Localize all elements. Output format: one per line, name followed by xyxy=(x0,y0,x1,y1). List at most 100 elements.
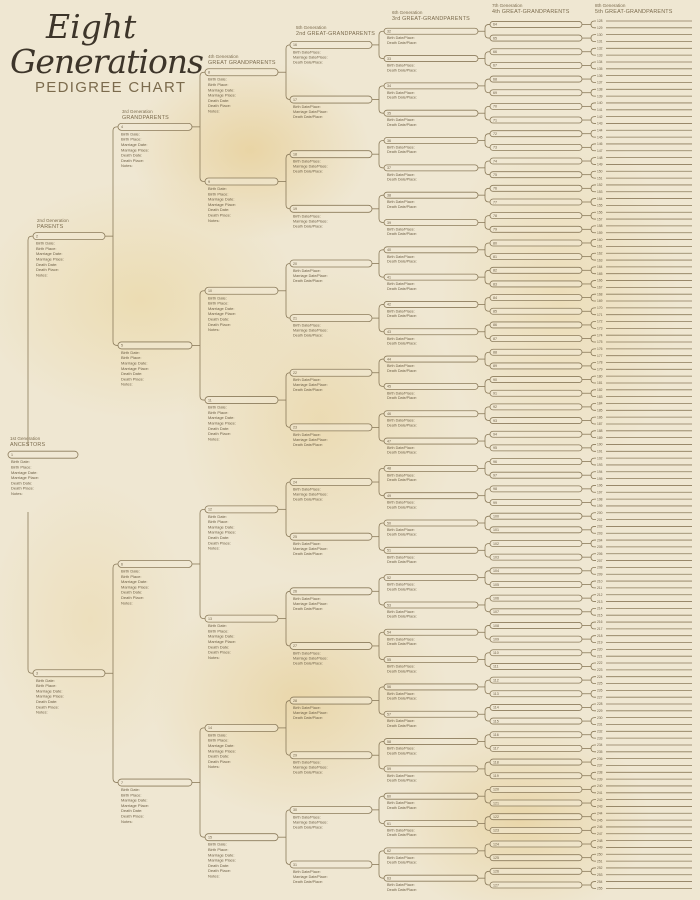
gen3-label: GRANDPARENTS xyxy=(122,115,169,121)
detail-label: Marriage Date: xyxy=(208,743,234,748)
bracket-line xyxy=(590,771,596,780)
ancestor-box-115 xyxy=(489,717,583,725)
box-number: 59 xyxy=(387,767,391,771)
detail-label: Birth Date/Place: xyxy=(387,637,415,641)
detail-label: Marriage Place: xyxy=(208,202,236,207)
bracket-line xyxy=(484,488,490,503)
box-number: 114 xyxy=(493,706,499,710)
ancestor-box-16 xyxy=(289,41,373,49)
ancestor-box-86 xyxy=(489,321,583,329)
detail-label: Death Date/Place: xyxy=(387,806,417,810)
box-number: 69 xyxy=(493,91,497,95)
detail-label: Marriage Place: xyxy=(121,803,149,808)
box-number: 124 xyxy=(493,842,499,846)
detail-label: Death Date/Place: xyxy=(387,478,417,482)
detail-label: Death Date: xyxy=(208,426,229,431)
gen2-header: 2nd Generation PARENTS xyxy=(37,218,69,230)
detail-label: Death Date/Place: xyxy=(387,96,417,100)
detail-label: Birth Date/Place: xyxy=(293,761,321,765)
box-number: 1 xyxy=(11,453,13,457)
gen8-number: 134 xyxy=(597,60,603,64)
detail-label: Death Place: xyxy=(121,814,144,819)
ancestor-box-82 xyxy=(489,266,583,274)
box-number: 89 xyxy=(493,364,497,368)
gen8-number: 211 xyxy=(597,586,602,590)
bracket-line xyxy=(590,826,596,835)
box-number: 28 xyxy=(293,699,297,703)
ancestor-box-105 xyxy=(489,581,583,588)
gen8-number: 224 xyxy=(597,675,603,679)
detail-label: Death Date: xyxy=(208,316,229,321)
detail-label: Birth Date/Place: xyxy=(387,528,415,532)
detail-label: Marriage Date/Place: xyxy=(293,766,328,770)
detail-label: Marriage Date/Place: xyxy=(293,547,328,551)
detail-label: Death Date: xyxy=(121,590,142,595)
detail-label: Birth Date: xyxy=(121,568,140,573)
box-number: 105 xyxy=(493,583,499,587)
box-number: 39 xyxy=(387,221,391,225)
detail-label: Marriage Place: xyxy=(208,639,236,644)
gen8-number: 207 xyxy=(597,559,603,563)
detail-label: Death Date: xyxy=(121,153,142,158)
detail-label: Birth Place: xyxy=(36,246,56,251)
detail-label: Death Date/Place: xyxy=(293,170,323,174)
ancestor-box-113 xyxy=(489,690,583,698)
box-number: 73 xyxy=(493,146,497,150)
ancestor-box-125 xyxy=(489,854,583,862)
bracket-line xyxy=(590,730,596,739)
detail-label: Notes: xyxy=(208,873,220,878)
detail-label: Marriage Date: xyxy=(11,470,37,475)
bracket-line xyxy=(378,686,384,715)
gen8-number: 144 xyxy=(597,128,603,132)
bracket-line xyxy=(590,293,596,302)
gen8-number: 166 xyxy=(597,279,603,283)
gen8-number: 132 xyxy=(597,47,603,51)
gen6-label: 3rd GREAT-GRANDPARENTS xyxy=(392,16,470,22)
gen3-ordinal: 3rd Generation xyxy=(122,109,153,114)
bracket-line xyxy=(590,703,596,712)
ancestor-box-70 xyxy=(489,102,583,110)
box-number: 6 xyxy=(121,562,123,566)
gen8-number: 155 xyxy=(597,204,603,208)
ancestor-box-104 xyxy=(489,567,583,575)
detail-label: Death Date/Place: xyxy=(387,260,417,264)
ancestor-box-31 xyxy=(289,860,373,869)
detail-label: Birth Date: xyxy=(36,241,55,246)
detail-label: Marriage Date: xyxy=(121,798,147,803)
gen8-number: 159 xyxy=(597,231,603,235)
detail-label: Birth Date/Place: xyxy=(293,433,321,437)
box-number: 13 xyxy=(208,617,212,621)
ancestor-box-77 xyxy=(489,198,583,206)
box-number: 2 xyxy=(36,234,38,238)
detail-label: Birth Date: xyxy=(208,842,227,847)
gen8-number: 200 xyxy=(597,511,603,515)
ancestor-box-90 xyxy=(489,376,583,383)
ancestor-box-42 xyxy=(383,301,479,308)
ancestor-box-112 xyxy=(489,676,583,684)
gen8-number: 204 xyxy=(597,538,603,542)
detail-label: Birth Date/Place: xyxy=(387,856,415,860)
detail-label: Marriage Place: xyxy=(208,93,236,98)
ancestor-box-68 xyxy=(489,75,583,83)
gen8-number: 222 xyxy=(597,661,603,665)
ancestor-box-118 xyxy=(489,758,583,766)
box-number: 57 xyxy=(387,713,391,717)
gen8-number: 146 xyxy=(597,142,603,146)
bracket-line xyxy=(590,867,596,876)
detail-label: Birth Date/Place: xyxy=(293,269,321,273)
bracket-line xyxy=(590,362,596,370)
ancestor-box-52 xyxy=(383,574,479,582)
box-number: 84 xyxy=(493,296,497,300)
ancestor-box-66 xyxy=(489,48,583,56)
ancestor-box-25 xyxy=(289,532,373,541)
detail-label: Marriage Place: xyxy=(11,475,39,480)
box-number: 17 xyxy=(293,98,297,102)
detail-label: Birth Date/Place: xyxy=(387,501,415,505)
ancestor-box-99 xyxy=(489,499,583,506)
bracket-line xyxy=(590,280,596,288)
box-number: 3 xyxy=(36,672,38,676)
detail-label: Death Date/Place: xyxy=(293,388,323,392)
box-number: 75 xyxy=(493,173,497,177)
bracket-line xyxy=(285,153,291,210)
bracket-line xyxy=(590,485,596,493)
